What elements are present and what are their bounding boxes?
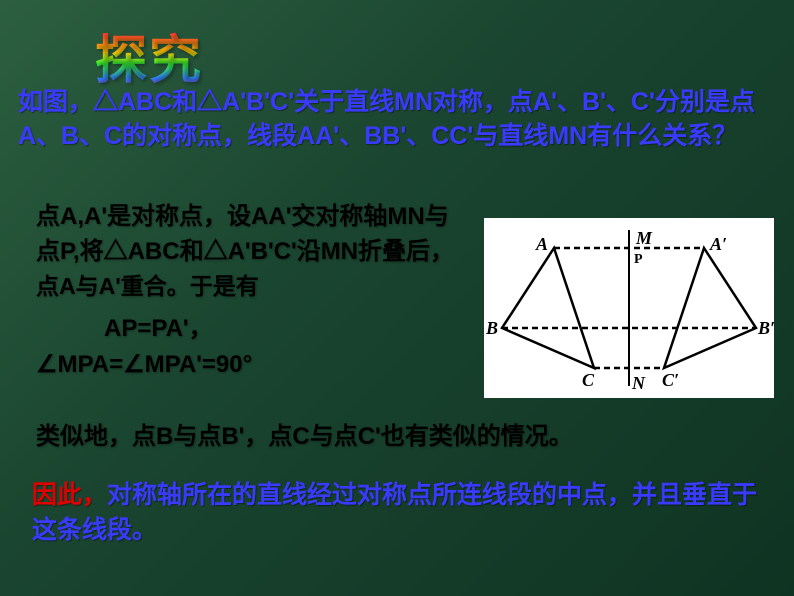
body-line-3: ∠MPA=∠MPA'=90° [36,348,252,383]
label-Ap: A′ [710,234,727,255]
conclusion: 因此，对称轴所在的直线经过对称点所连线段的中点，并且垂直于这条线段。 [32,478,764,548]
geometry-diagram: A A′ B B′ C C′ M N P [484,218,774,398]
title: 探究 [95,18,203,93]
label-B: B [486,318,498,339]
body-line-1: 点A,A'是对称点，设AA'交对称轴MN与点P,将△ABC和△A'B'C'沿MN… [36,200,466,270]
body-line-4: 类似地，点B与点B'，点C与点C'也有类似的情况。 [36,420,764,455]
diagram-svg [484,218,774,398]
label-N: N [632,373,645,394]
label-P: P [634,252,643,268]
label-A: A [536,234,548,255]
question-text: 如图，△ABC和△A'B'C'关于直线MN对称，点A'、B'、C'分别是点A、B… [18,86,770,154]
label-Cp: C′ [662,370,679,391]
body-line-1b: 点A与A'重合。于是有 [36,270,456,303]
body-line-2: AP=PA'， [104,312,213,347]
label-M: M [636,228,652,249]
conclusion-rest: 对称轴所在的直线经过对称点所连线段的中点，并且垂直于这条线段。 [32,481,757,544]
label-C: C [582,370,594,391]
title-char-2: 究 [149,32,203,90]
label-Bp: B′ [758,318,775,339]
title-char-1: 探 [95,32,149,90]
conclusion-lead: 因此， [32,481,107,509]
